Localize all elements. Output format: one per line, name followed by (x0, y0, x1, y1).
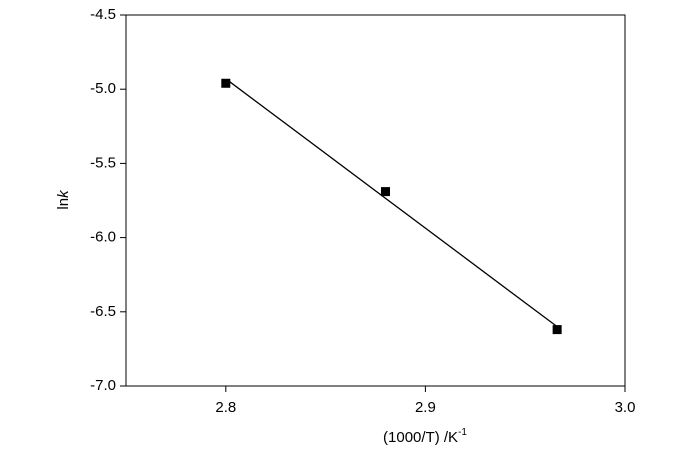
x-axis-label-superscript: -1 (458, 427, 467, 438)
y-tick-label: -5.0 (90, 80, 116, 97)
y-axis-label: lnk (55, 189, 72, 210)
y-tick-label: -5.5 (90, 154, 116, 171)
x-axis-label: (1000/T) /K-1 (383, 427, 467, 446)
data-point (221, 78, 231, 88)
data-point (380, 187, 390, 197)
x-tick-label: 2.9 (415, 399, 436, 416)
x-axis-label-text: (1000/T) /K (383, 429, 458, 446)
data-point (552, 325, 562, 335)
y-tick-label: -6.0 (90, 229, 116, 246)
x-tick-label: 2.8 (215, 399, 236, 416)
y-tick-label: -4.5 (90, 6, 116, 23)
fit-line (227, 79, 558, 328)
y-tick-label: -6.5 (90, 303, 116, 320)
y-axis-label-italic: k (55, 189, 72, 198)
x-tick-label: 3.0 (615, 399, 636, 416)
plot-frame (125, 14, 626, 387)
y-tick-label: -7.0 (90, 377, 116, 394)
y-axis-label-text: ln (55, 198, 72, 210)
